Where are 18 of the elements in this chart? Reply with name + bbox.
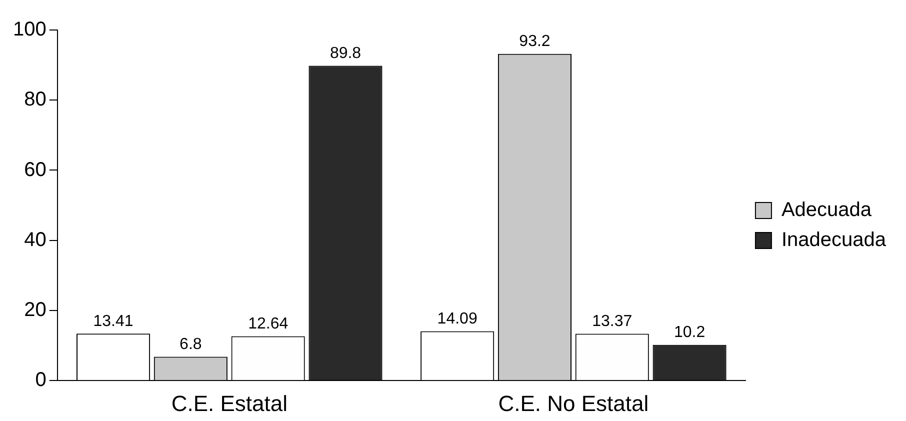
data-label: 14.09 [437, 310, 478, 328]
legend-label: Adecuada [781, 199, 872, 222]
y-tick-label: 40 [24, 228, 46, 251]
y-tick-label: 60 [24, 158, 46, 181]
y-tick-label: 80 [24, 88, 46, 111]
data-label: 10.2 [674, 324, 706, 342]
data-label: 12.64 [248, 316, 288, 333]
data-label: 93.2 [519, 33, 550, 50]
y-tick-label: 0 [35, 369, 46, 392]
data-label: 13.37 [592, 313, 632, 330]
x-tick-label: C.E. No Estatal [498, 390, 649, 416]
x-tick-label: C.E. Estatal [171, 390, 288, 416]
data-label: 89.8 [330, 45, 362, 62]
data-label: 6.8 [180, 336, 202, 354]
legend-label: Inadecuada [781, 229, 887, 252]
y-tick-label: 20 [24, 298, 46, 321]
y-tick-label: 100 [12, 18, 46, 41]
data-label: 13.41 [93, 312, 134, 330]
